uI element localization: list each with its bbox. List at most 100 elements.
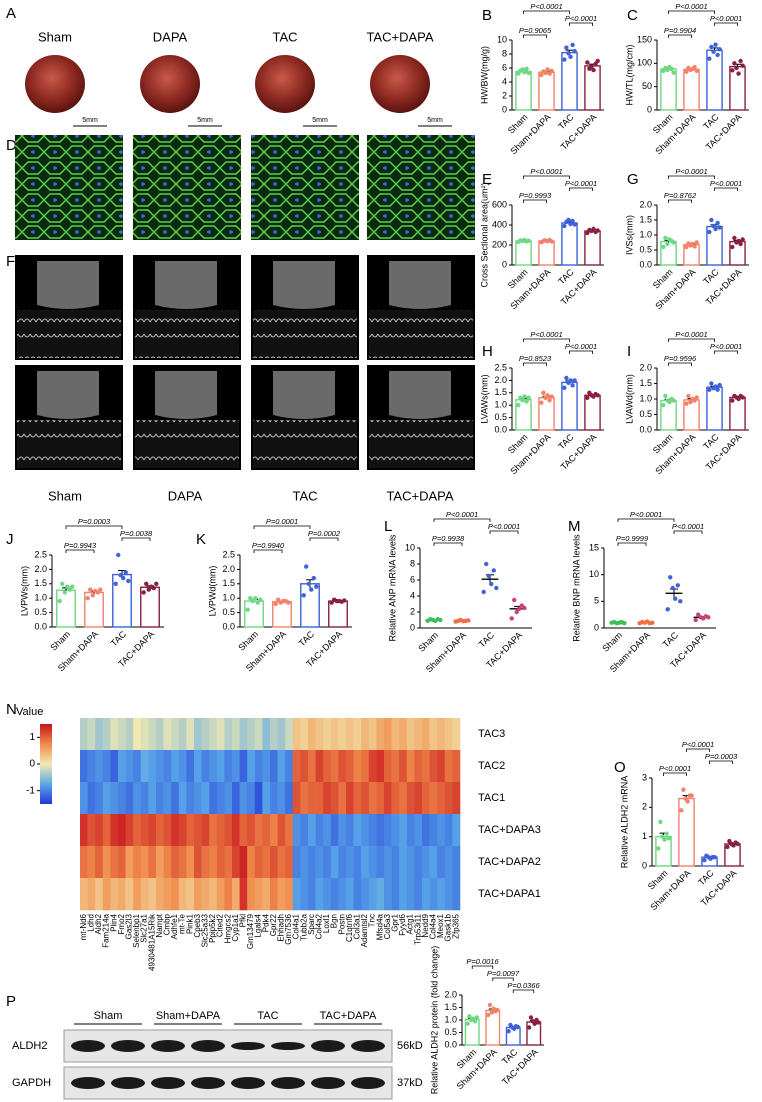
data-point [545, 67, 550, 72]
data-point [522, 394, 527, 399]
row-label: TAC2 [478, 760, 505, 772]
data-point [123, 570, 128, 575]
x-tick-label: TAC [661, 630, 681, 650]
p-value: P<0.0001 [530, 2, 562, 11]
bar [706, 386, 723, 431]
data-point [314, 584, 319, 589]
heatmap-cell [422, 814, 430, 847]
heatmap-cell [156, 846, 164, 879]
data-point [524, 66, 529, 71]
column-label: Fmo2 [117, 913, 126, 934]
heatmap-cell [452, 750, 461, 783]
heatmap-cell [186, 814, 195, 847]
data-point [342, 598, 347, 603]
data-point [90, 593, 95, 598]
data-point [564, 45, 569, 50]
heatmap-cell [285, 718, 294, 751]
heatmap-cell [95, 878, 104, 911]
data-point [707, 387, 712, 392]
p-value: P=0.9993 [519, 191, 552, 200]
colorbar [40, 724, 52, 804]
p-value: P<0.0001 [675, 167, 707, 176]
scale-bar-label: 5mm [197, 117, 213, 124]
p-value: P<0.0001 [682, 740, 714, 749]
column-label: Col3a1 [353, 913, 362, 939]
heatmap-cell [148, 782, 157, 815]
data-point [539, 72, 544, 78]
x-tick-label: TAC [477, 630, 497, 650]
heatmap-cell [452, 782, 461, 815]
heatmap-cell [140, 846, 149, 879]
data-point [273, 601, 278, 607]
heatmap-cell [323, 718, 332, 751]
data-point [526, 70, 531, 76]
heatmap-cell [270, 814, 278, 847]
heatmap-cell [118, 878, 126, 911]
data-point [248, 596, 253, 601]
echo-mmode [17, 420, 121, 468]
column-label: Fyyd6 [398, 913, 407, 935]
heatmap-cell [429, 814, 438, 847]
data-point [88, 587, 93, 592]
data-point [717, 382, 722, 388]
y-tick-label: 10 [405, 542, 415, 552]
comparison-bracket [65, 525, 123, 529]
data-point [545, 393, 550, 398]
heatmap-cell [224, 814, 233, 847]
heatmap-cell [95, 846, 104, 879]
heatmap-cell [133, 878, 142, 911]
data-point [572, 49, 577, 54]
comparison-bracket [714, 350, 738, 354]
data-point [286, 600, 291, 605]
p-value: P<0.0001 [530, 330, 562, 339]
blot-band [151, 1040, 185, 1052]
column-label: Bgn [330, 914, 339, 928]
heatmap-cell [361, 782, 370, 815]
heatmap-cell [308, 814, 316, 847]
p-value: P=0.0001 [266, 517, 298, 526]
heatmap-cell [376, 718, 385, 751]
echo-sector [37, 371, 99, 419]
heatmap-cell [194, 814, 202, 847]
group-label: Sham [48, 488, 82, 503]
y-tick-label: 1.0 [494, 400, 507, 410]
column-label: Pfkl [239, 914, 248, 928]
heatmap-cell [361, 846, 370, 879]
heatmap-cell [209, 846, 218, 879]
data-point [667, 399, 672, 405]
heatmap-cell [330, 878, 339, 911]
heart-photo [140, 55, 200, 113]
heatmap-cell [239, 782, 248, 815]
heatmap-cell [133, 814, 142, 847]
heatmap-cell [186, 782, 195, 815]
panel-letter: E [482, 171, 492, 188]
y-axis-title: Relative ALDH2 protein (fold change) [429, 946, 439, 1095]
data-point [725, 844, 730, 850]
heatmap-cell [323, 782, 332, 815]
heatmap-cell [232, 878, 240, 911]
panel-letter: J [6, 531, 14, 548]
y-tick-label: 2.0 [222, 564, 235, 574]
blot-band [71, 1077, 105, 1089]
data-point [466, 618, 471, 623]
heatmap-cell [323, 750, 332, 783]
heatmap-cell [171, 814, 180, 847]
heatmap-cell [216, 846, 225, 879]
y-axis-title: LVAWd(mm) [624, 374, 634, 424]
data-point [713, 226, 718, 232]
column-label: Ldhd [87, 914, 96, 932]
blot-band [191, 1077, 225, 1089]
data-point [684, 401, 689, 406]
heatmap-cell [148, 878, 157, 911]
heatmap-cell [110, 814, 119, 847]
comparison-bracket [673, 530, 703, 534]
heatmap-cell [247, 846, 256, 879]
data-point [144, 581, 149, 586]
data-point [301, 593, 306, 598]
heatmap-cell [444, 718, 453, 751]
data-point [650, 620, 655, 625]
panel-letter: D [6, 137, 17, 154]
data-point [658, 819, 663, 825]
heatmap-cell [330, 782, 339, 815]
column-label: Gpr22 [269, 913, 278, 936]
